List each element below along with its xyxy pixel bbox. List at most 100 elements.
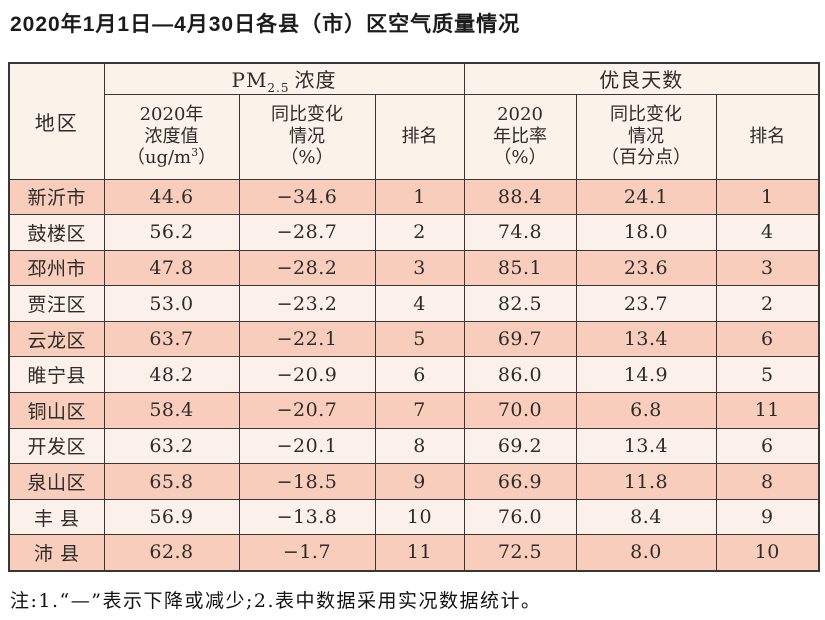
pm-change-cell: −22.1	[238, 320, 376, 358]
good-rank-cell: 11	[715, 392, 820, 429]
header-good-rank: 排名	[715, 93, 820, 180]
good-change-cell: 13.4	[575, 320, 717, 358]
header-line: 2020	[497, 103, 543, 125]
good-change-cell: 18.0	[575, 214, 717, 251]
pm-rank-cell: 9	[374, 463, 465, 500]
region-cell: 新沂市	[8, 178, 105, 216]
good-change-cell: 13.4	[575, 427, 717, 465]
region-cell: 睢宁县	[8, 356, 105, 394]
pm25-prefix: PM	[231, 68, 268, 93]
good-change-cell: 11.8	[575, 463, 717, 500]
region-cell: 贾汪区	[8, 285, 105, 322]
footnote: 注:1.“—”表示下降或减少;2.表中数据采用实况数据统计。	[10, 590, 542, 612]
table-row: 开发区 63.2 −20.1 8 69.2 13.4 6	[8, 427, 820, 465]
good-ratio-cell: 69.2	[463, 427, 577, 465]
header-line: 同比变化	[271, 103, 343, 125]
region-cell: 邳州市	[8, 249, 105, 287]
pm-rank-cell: 8	[374, 427, 465, 465]
header-line: （%）	[493, 147, 547, 169]
good-ratio-cell: 85.1	[463, 249, 577, 287]
air-quality-table: 地区 PM2.5 浓度 优良天数 2020年 浓度值 （ug/m3） 同比变化 情…	[8, 62, 820, 572]
good-change-cell: 23.7	[575, 285, 717, 322]
good-change-cell: 6.8	[575, 392, 717, 429]
header-line: （%）	[280, 147, 334, 169]
pm-change-cell: −20.7	[238, 392, 376, 429]
pm25-subscript: 2.5	[267, 81, 290, 96]
pm-value-cell: 47.8	[103, 249, 240, 287]
pm-rank-cell: 5	[374, 320, 465, 358]
header-sub-row: 2020年 浓度值 （ug/m3） 同比变化 情况 （%） 排名 2020 年比…	[9, 93, 820, 180]
good-ratio-cell: 88.4	[463, 178, 577, 216]
unit-pre: （ug/m	[126, 147, 192, 169]
header-line: 同比变化	[610, 103, 682, 125]
good-rank-cell: 2	[715, 285, 820, 322]
header-line: 情况	[628, 125, 664, 147]
table-row: 鼓楼区 56.2 −28.7 2 74.8 18.0 4	[8, 214, 820, 251]
good-ratio-cell: 86.0	[463, 356, 577, 394]
good-ratio-cell: 72.5	[463, 534, 577, 572]
table-row: 云龙区 63.7 −22.1 5 69.7 13.4 6	[8, 320, 820, 358]
header-line: 排名	[749, 125, 786, 147]
pm-value-cell: 56.2	[103, 214, 240, 251]
good-ratio-cell: 66.9	[463, 463, 577, 500]
pm-rank-cell: 7	[374, 392, 465, 429]
good-change-cell: 24.1	[575, 178, 717, 216]
header-group-pm25: PM2.5 浓度	[103, 62, 465, 96]
page-title: 2020年1月1日—4月30日各县（市）区空气质量情况	[10, 13, 521, 36]
pm-value-cell: 63.7	[103, 320, 240, 358]
region-cell: 丰 县	[8, 498, 105, 536]
pm-value-cell: 53.0	[103, 285, 240, 322]
header-line: 情况	[289, 125, 325, 147]
good-rank-cell: 6	[715, 320, 820, 358]
pm-rank-cell: 11	[374, 534, 465, 572]
header-pm-value: 2020年 浓度值 （ug/m3）	[103, 93, 240, 180]
table-row: 邳州市 47.8 −28.2 3 85.1 23.6 3	[8, 249, 820, 287]
pm-change-cell: −1.7	[238, 534, 376, 572]
good-ratio-cell: 74.8	[463, 214, 577, 251]
table-row: 贾汪区 53.0 −23.2 4 82.5 23.7 2	[8, 285, 820, 322]
header-pm-change: 同比变化 情况 （%）	[238, 93, 376, 180]
good-ratio-cell: 82.5	[463, 285, 577, 322]
good-change-cell: 8.0	[575, 534, 717, 572]
unit-superscript: 3	[191, 146, 199, 160]
table-row: 丰 县 56.9 −13.8 10 76.0 8.4 9	[8, 498, 820, 536]
header-group-row: 地区 PM2.5 浓度 优良天数	[8, 62, 820, 180]
region-cell: 云龙区	[8, 320, 105, 358]
pm-rank-cell: 3	[374, 249, 465, 287]
table-row: 铜山区 58.4 −20.7 7 70.0 6.8 11	[8, 392, 820, 429]
table-row: 睢宁县 48.2 −20.9 6 86.0 14.9 5	[8, 356, 820, 394]
pm-rank-cell: 6	[374, 356, 465, 394]
good-rank-cell: 6	[715, 427, 820, 465]
pm-rank-cell: 4	[374, 285, 465, 322]
unit-post: ）	[198, 147, 217, 169]
pm-value-cell: 65.8	[103, 463, 240, 500]
pm-value-cell: 44.6	[103, 178, 240, 216]
good-rank-cell: 1	[715, 178, 820, 216]
table-row: 新沂市 44.6 −34.6 1 88.4 24.1 1	[8, 178, 820, 216]
pm-value-cell: 58.4	[103, 392, 240, 429]
header-line: 浓度值	[144, 125, 199, 147]
pm-value-cell: 48.2	[103, 356, 240, 394]
good-rank-cell: 4	[715, 214, 820, 251]
pm-change-cell: −13.8	[238, 498, 376, 536]
pm-rank-cell: 10	[374, 498, 465, 536]
header-group-good-days: 优良天数	[463, 62, 820, 95]
table-body: 新沂市 44.6 −34.6 1 88.4 24.1 1 鼓楼区 56.2 −2…	[8, 178, 820, 572]
good-change-cell: 8.4	[575, 498, 717, 536]
good-rank-cell: 5	[715, 356, 820, 394]
region-cell: 铜山区	[8, 392, 105, 429]
pm-change-cell: −23.2	[238, 285, 376, 322]
header-line: 排名	[401, 125, 438, 147]
good-rank-cell: 3	[715, 249, 820, 287]
good-ratio-cell: 69.7	[463, 320, 577, 358]
table-row: 沛 县 62.8 −1.7 11 72.5 8.0 10	[8, 534, 820, 572]
pm-value-cell: 56.9	[103, 498, 240, 536]
pm-change-cell: −28.2	[238, 249, 376, 287]
header-region: 地区	[8, 62, 105, 180]
header-good-change: 同比变化 情况 （百分点）	[575, 93, 717, 180]
region-cell: 开发区	[8, 427, 105, 465]
pm-change-cell: −20.9	[238, 356, 376, 394]
good-change-cell: 14.9	[575, 356, 717, 394]
pm-change-cell: −18.5	[238, 463, 376, 500]
good-rank-cell: 9	[715, 498, 820, 536]
